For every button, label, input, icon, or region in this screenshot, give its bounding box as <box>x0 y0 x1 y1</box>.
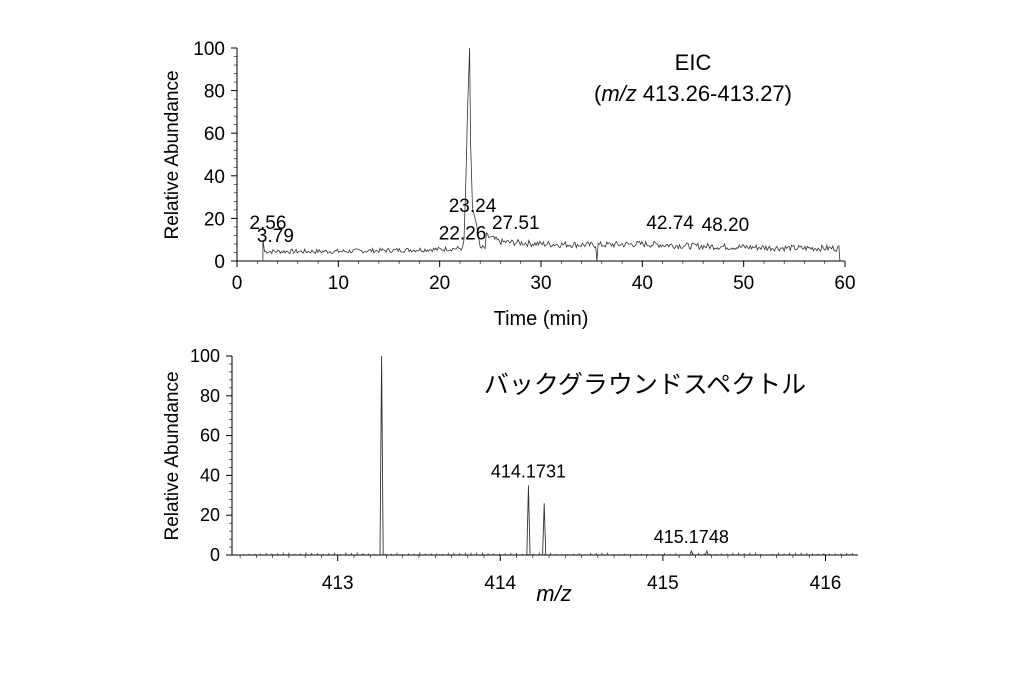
eic-x-tick-label: 50 <box>733 273 754 294</box>
spectrum-y-tick-label: 0 <box>210 545 220 565</box>
eic-ylabel: Relative Abundance <box>162 70 183 239</box>
eic-peak-label: 23.24 <box>449 196 497 217</box>
eic-y-tick-label: 100 <box>193 39 225 60</box>
eic-x-tick-label: 30 <box>530 273 551 294</box>
eic-y-tick-label: 80 <box>204 82 225 103</box>
spectrum-peak-label: 414.1731 <box>491 461 566 481</box>
spectrum-peak <box>526 485 531 556</box>
eic-peak-label: 27.51 <box>492 213 540 234</box>
eic-x-tick-label: 40 <box>632 273 653 294</box>
spectrum-x-tick-label: 416 <box>810 573 842 594</box>
eic-y-tick-label: 60 <box>204 124 225 145</box>
spectrum-y-tick-label: 60 <box>200 426 220 446</box>
spectrum-peak <box>704 549 709 556</box>
spectrum-peak-label: 415.1748 <box>654 527 729 547</box>
eic-x-tick-label: 10 <box>328 273 349 294</box>
spectrum-y-tick-label: 100 <box>190 346 220 366</box>
eic-title: EIC <box>675 50 712 75</box>
eic-trace-line <box>262 47 841 262</box>
eic-axes: 0 20 40 60 80 100 0 10 20 30 40 50 60 <box>193 39 855 294</box>
eic-y-tick-label: 0 <box>214 252 225 273</box>
spectrum-ylabel: Relative Abundance <box>162 371 183 540</box>
spectrum-x-tick-label: 414 <box>484 573 516 594</box>
eic-peak-label: 3.79 <box>257 226 294 247</box>
eic-subtitle-mz: m/z <box>601 81 636 106</box>
spectrum-xlabel: m/z <box>536 581 571 606</box>
spectrum-chart: 0 20 40 60 80 100 413 414 415 416 414.1731 415.174… <box>162 346 858 606</box>
spectrum-y-tick-label: 20 <box>200 505 220 525</box>
eic-xlabel: Time (min) <box>494 308 589 330</box>
eic-y-tick-label: 20 <box>204 209 225 230</box>
eic-peak-label: 22.26 <box>439 224 487 245</box>
eic-x-tick-label: 60 <box>834 273 855 294</box>
spectrum-peaks <box>242 355 853 556</box>
eic-subtitle: (m/z 413.26-413.27) <box>594 81 792 106</box>
eic-peak-label: 2.56 <box>249 213 286 234</box>
eic-x-tick-label: 20 <box>429 273 450 294</box>
spectrum-peak <box>379 355 384 556</box>
spectrum-peak <box>542 503 547 556</box>
spectrum-y-tick-label: 40 <box>200 465 220 485</box>
eic-y-tick-label: 40 <box>204 167 225 188</box>
spectrum-axes: 0 20 40 60 80 100 413 414 415 416 <box>190 346 858 594</box>
eic-peak-label: 42.74 <box>646 213 694 234</box>
eic-peak-label: 48.20 <box>702 215 750 236</box>
spectrum-peak <box>689 549 694 556</box>
spectrum-y-tick-label: 80 <box>200 386 220 406</box>
spectrum-x-tick-label: 413 <box>322 573 354 594</box>
spectrum-title: バックグラウンドスペクトル <box>484 371 806 399</box>
eic-trace <box>262 47 841 262</box>
spectrum-x-tick-label: 415 <box>647 573 679 594</box>
eic-x-tick-label: 0 <box>232 273 243 294</box>
spectrum-peak-labels: 414.1731 415.1748 <box>491 461 729 547</box>
eic-subtitle-open: ( <box>594 81 602 106</box>
eic-subtitle-range: 413.26-413.27) <box>643 81 792 106</box>
